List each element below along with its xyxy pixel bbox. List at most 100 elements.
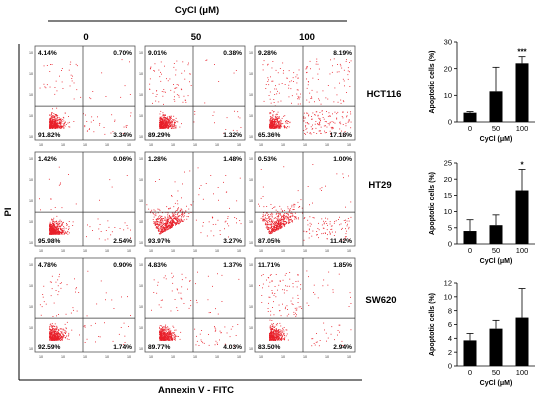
- y-tick-label: 0: [448, 118, 452, 127]
- x-tick-label: 100: [516, 124, 529, 133]
- x-tick-label: 10: [193, 355, 197, 359]
- x-tick-label: 10: [281, 355, 285, 359]
- quadrant-ur-value: 0.38%: [223, 50, 242, 57]
- y-tick-label: 20: [444, 64, 452, 73]
- quadrant-ur-value: 0.90%: [113, 262, 132, 269]
- x-tick-label: 10: [259, 143, 263, 147]
- bar: [516, 191, 529, 244]
- quadrant-ul-value: 1.42%: [38, 156, 57, 163]
- quadrant-lr-value: 3.27%: [223, 238, 242, 245]
- quadrant-ll-value: 92.59%: [38, 344, 61, 351]
- y-tick-label: 10: [29, 72, 33, 76]
- y-tick-label: 10: [139, 305, 143, 309]
- quadrant-ul-value: 9.01%: [148, 50, 167, 57]
- x-tick-label: 10: [193, 143, 197, 147]
- y-tick-label: 10: [139, 157, 143, 161]
- y-tick-label: 4: [448, 334, 452, 343]
- y-tick-label: 10: [29, 178, 33, 182]
- x-tick-label: 10: [325, 249, 329, 253]
- quadrant-lr-value: 3.34%: [113, 132, 132, 139]
- x-tick-label: 10: [281, 249, 285, 253]
- y-tick-label: 10: [29, 93, 33, 97]
- y-tick-label: 10: [444, 207, 452, 216]
- quadrant-ur-value: 1.48%: [223, 156, 242, 163]
- chart-y-label: Apoptotic cells (%): [429, 293, 436, 356]
- x-tick-label: 10: [83, 355, 87, 359]
- quadrant-ul-value: 1.28%: [148, 156, 167, 163]
- y-tick-label: 8: [448, 306, 452, 315]
- x-tick-label: 10: [259, 355, 263, 359]
- y-tick-label: 10: [29, 263, 33, 267]
- x-tick-label: 0: [468, 368, 472, 377]
- x-tick-label: 10: [237, 355, 241, 359]
- bar: [464, 340, 477, 366]
- y-tick-label: 10: [139, 220, 143, 224]
- x-tick-label: 10: [149, 355, 153, 359]
- y-tick-label: 10: [139, 326, 143, 330]
- quadrant-ll-value: 65.36%: [258, 132, 281, 139]
- chart-x-label: CyCl (μM): [480, 258, 513, 265]
- x-tick-label: 10: [303, 143, 307, 147]
- x-tick-label: 50: [492, 124, 500, 133]
- chart-x-label: CyCl (μM): [480, 136, 513, 143]
- x-tick-label: 100: [516, 368, 529, 377]
- quadrant-ul-value: 4.78%: [38, 262, 57, 269]
- x-tick-label: 50: [492, 368, 500, 377]
- x-tick-label: 10: [105, 355, 109, 359]
- quadrant-ul-value: 0.53%: [258, 156, 277, 163]
- x-tick-label: 10: [237, 249, 241, 253]
- x-tick-label: 10: [281, 143, 285, 147]
- y-tick-label: 10: [139, 347, 143, 351]
- y-tick-label: 10: [249, 241, 253, 245]
- quadrant-ll-value: 91.82%: [38, 132, 61, 139]
- y-tick-label: 10: [29, 157, 33, 161]
- y-tick-label: 10: [139, 93, 143, 97]
- y-tick-label: 10: [29, 220, 33, 224]
- quadrant-lr-value: 17.18%: [330, 132, 353, 139]
- cell-line-label: HT29: [368, 180, 391, 191]
- x-tick-label: 10: [347, 143, 351, 147]
- x-tick-label: 10: [149, 143, 153, 147]
- x-tick-label: 10: [215, 355, 219, 359]
- significance-label: *: [520, 160, 524, 169]
- y-tick-label: 10: [249, 114, 253, 118]
- x-tick-label: 10: [303, 355, 307, 359]
- quadrant-ul-value: 9.28%: [258, 50, 277, 57]
- y-tick-label: 10: [249, 220, 253, 224]
- cell-line-label: SW620: [365, 295, 396, 306]
- y-tick-label: 10: [249, 326, 253, 330]
- y-tick-label: 10: [29, 51, 33, 55]
- y-tick-label: 25: [444, 159, 452, 168]
- x-tick-label: 10: [325, 143, 329, 147]
- quadrant-ur-value: 1.37%: [223, 262, 242, 269]
- y-tick-label: 10: [139, 241, 143, 245]
- cell-line-label: HCT116: [367, 89, 402, 100]
- bar: [464, 231, 477, 244]
- concentration-header-50: 50: [191, 32, 202, 43]
- quadrant-ur-value: 1.00%: [333, 156, 352, 163]
- y-tick-label: 10: [29, 326, 33, 330]
- y-tick-label: 10: [249, 51, 253, 55]
- bar: [490, 329, 503, 366]
- y-tick-label: 10: [29, 199, 33, 203]
- bar: [516, 63, 529, 122]
- x-tick-label: 10: [127, 249, 131, 253]
- panel-frame: [145, 152, 245, 246]
- y-tick-label: 5: [448, 223, 452, 232]
- y-tick-label: 0: [448, 240, 452, 249]
- y-tick-label: 10: [249, 178, 253, 182]
- y-tick-label: 10: [29, 347, 33, 351]
- x-tick-label: 50: [492, 246, 500, 255]
- quadrant-lr-value: 2.94%: [333, 344, 352, 351]
- quadrant-ll-value: 89.29%: [148, 132, 171, 139]
- y-tick-label: 30: [444, 38, 452, 47]
- quadrant-ur-value: 0.70%: [113, 50, 132, 57]
